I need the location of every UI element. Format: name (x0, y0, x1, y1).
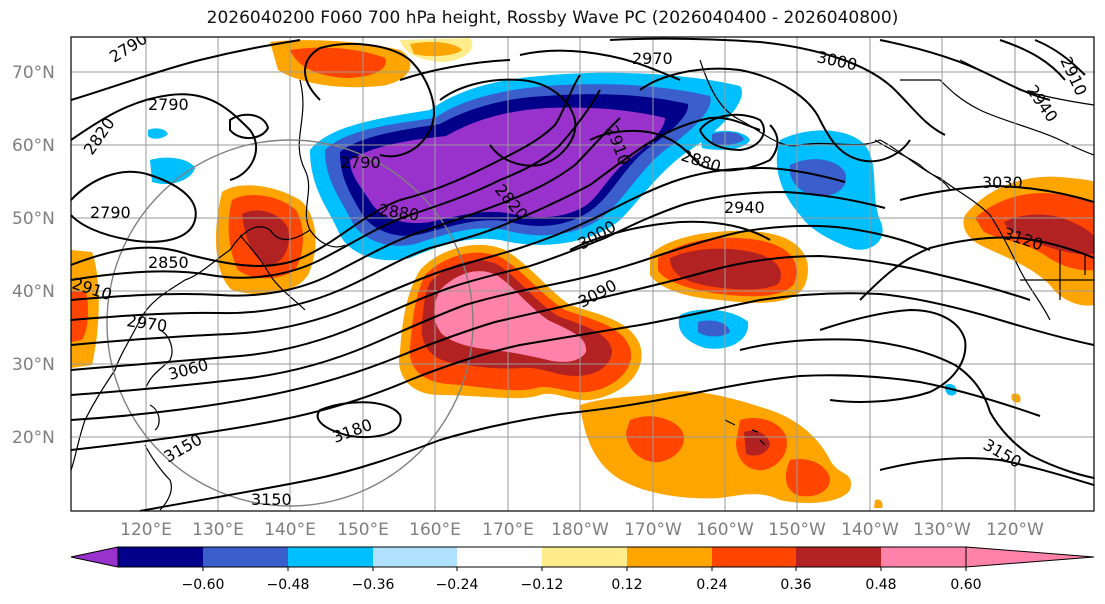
lat-label: 30°N (12, 355, 55, 375)
lat-label: 60°N (12, 136, 55, 156)
latitude-axis: 70°N 60°N 50°N 40°N 30°N 20°N (12, 63, 55, 448)
contour-label: 3030 (982, 173, 1023, 192)
lat-label: 50°N (12, 209, 55, 229)
colorbar-swatch (796, 547, 881, 567)
contour-label: 2970 (632, 49, 673, 68)
lon-label: 130°W (913, 520, 971, 540)
contour-label: 2850 (148, 253, 189, 272)
colorbar-tick-label: 0.48 (865, 577, 896, 593)
colorbar-tick-label: −0.48 (267, 577, 310, 593)
contour-label: 2790 (340, 153, 381, 172)
colorbar-tick-label: 0.60 (950, 577, 981, 593)
colorbar-tick-label: 0.12 (611, 577, 642, 593)
colorbar-swatch (712, 547, 796, 567)
lon-label: 170°E (482, 520, 534, 540)
lon-label: 150°W (768, 520, 826, 540)
height-contours (71, 37, 1094, 511)
colorbar-tick-label: −0.36 (352, 577, 395, 593)
colorbar-swatch (627, 547, 712, 567)
lon-label: 140°W (841, 520, 899, 540)
colorbar-tick-labels: −0.60 −0.48 −0.36 −0.24 −0.12 0.12 0.24 … (182, 577, 982, 593)
lon-label: 170°W (624, 520, 682, 540)
colorbar-tick-label: 0.36 (780, 577, 811, 593)
colorbar-tick-label: 0.24 (696, 577, 727, 593)
longitude-axis: 120°E 130°E 140°E 150°E 160°E 170°E 180°… (120, 520, 1044, 540)
lon-label: 120°W (986, 520, 1044, 540)
colorbar-tick-label: −0.60 (182, 577, 225, 593)
graticule (71, 37, 1094, 511)
colorbar-swatch (881, 547, 966, 567)
colorbar-tick-label: −0.24 (436, 577, 479, 593)
radius-circle (106, 139, 474, 507)
contour-label: 2940 (724, 198, 765, 217)
colorbar-swatch (288, 547, 373, 567)
lon-label: 160°W (696, 520, 754, 540)
map-title: 2026040200 F060 700 hPa height, Rossby W… (206, 8, 899, 28)
colorbar (70, 546, 1095, 568)
lat-label: 70°N (12, 63, 55, 83)
contour-label: 2790 (90, 203, 131, 222)
colorbar-swatch (542, 547, 627, 567)
coastlines (71, 59, 1094, 511)
lon-label: 140°E (264, 520, 316, 540)
map-frame (70, 36, 1095, 512)
colorbar-ticks (202, 567, 967, 571)
lon-label: 120°E (120, 520, 172, 540)
lat-label: 20°N (12, 428, 55, 448)
colorbar-swatch (118, 547, 203, 567)
colorbar-swatch (373, 547, 457, 567)
colorbar-swatch (457, 547, 542, 567)
lat-label: 40°N (12, 282, 55, 302)
lon-label: 160°E (409, 520, 461, 540)
colorbar-swatch (203, 547, 288, 567)
lon-label: 150°E (337, 520, 389, 540)
contour-label: 2790 (148, 95, 189, 114)
lon-label: 130°E (192, 520, 244, 540)
colorbar-extend-low (70, 546, 119, 568)
colorbar-extend-high (965, 546, 1095, 568)
lon-label: 180°W (551, 520, 609, 540)
colorbar-tick-label: −0.12 (521, 577, 564, 593)
contour-label: 3150 (251, 490, 292, 509)
